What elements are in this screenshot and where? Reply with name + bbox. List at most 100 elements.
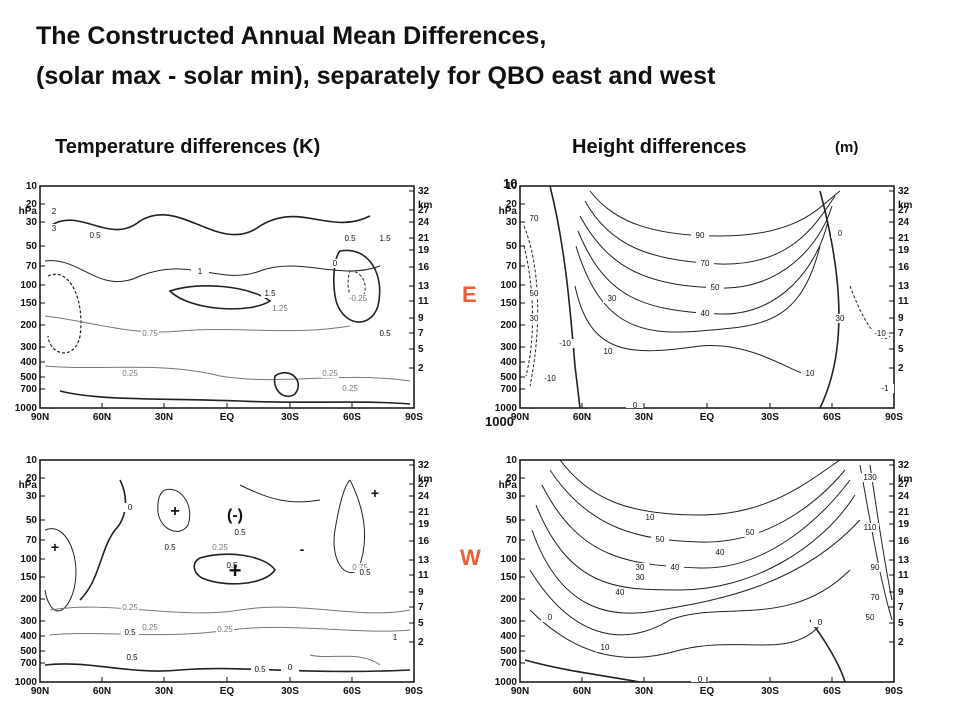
pressure-tick-label: 1000 [495, 403, 518, 414]
qbo-east-marker: E [462, 282, 477, 307]
contour-label: 0.5 [124, 628, 136, 637]
sign-marker: + [371, 485, 379, 501]
contour-label: -10 [874, 329, 886, 338]
x-tick-label: 60N [573, 412, 591, 423]
pressure-tick-label: 10 [26, 455, 38, 466]
contour-line [239, 484, 321, 503]
contour-line [819, 190, 840, 408]
contour-label: 110 [864, 523, 877, 532]
height-tick-label: 9 [418, 587, 424, 598]
contour-label: 0.75 [352, 563, 368, 572]
pressure-tick-label: 150 [20, 572, 37, 583]
height-tick-label: 24 [898, 217, 910, 228]
contour-label: 0.25 [142, 623, 158, 632]
height-unit-label: km [898, 474, 913, 485]
pressure-tick-label: 500 [20, 372, 37, 383]
height-tick-label: 7 [418, 328, 424, 339]
page-title-line-2: (solar max - solar min), separately for … [36, 62, 716, 90]
contour-label: 50 [530, 289, 539, 298]
contour-label: 0 [128, 503, 133, 512]
pressure-tick-label: 100 [500, 554, 517, 565]
contour-label: 1 [198, 267, 203, 276]
contour-label: 130 [863, 473, 877, 482]
pressure-tick-label: 500 [500, 646, 517, 657]
x-tick-label: 30N [155, 412, 173, 423]
contour-line [273, 371, 299, 398]
x-tick-label: 60N [573, 686, 591, 697]
height-tick-label: 7 [898, 328, 904, 339]
height-tick-label: 32 [418, 460, 430, 471]
contour-label: 2 [52, 207, 57, 216]
height-unit-label: km [898, 200, 913, 211]
contour-line [79, 479, 127, 601]
height-tick-label: 19 [418, 245, 430, 256]
pressure-tick-label: 100 [500, 280, 517, 291]
x-tick-label: 90S [885, 686, 903, 697]
pressure-tick-label: 50 [26, 241, 38, 252]
contour-label: 0 [548, 613, 553, 622]
contour-line [47, 273, 82, 354]
page-title-line-1: The Constructed Annual Mean Differences, [36, 22, 547, 50]
contour-group: 90 70 50 40 30 10 0 30 10 0 -10 -10 -10 70 50 30 -1 [523, 186, 894, 408]
contour-group: 10 50 40 40 30 50 40 30 0 10 0 0 130 110 90 70 50 [524, 460, 893, 682]
x-tick-label: 60N [93, 686, 111, 697]
qbo-west-marker: W [460, 545, 481, 570]
pressure-tick-label: 300 [20, 616, 37, 627]
height-tick-label: 24 [418, 491, 430, 502]
contour-line [309, 654, 381, 666]
contour-line [524, 659, 641, 682]
contour-label: 0.5 [234, 528, 246, 537]
contour-line [523, 245, 534, 377]
contour-label: 40 [701, 309, 710, 318]
height-tick-label: 2 [418, 637, 424, 648]
panel-temperature-east: 0.5 1 1.5 2 3 0.75 1.25 0 -0.25 0.25 0.5 1.5 0.5 0.25… [15, 181, 433, 423]
contour-line [531, 519, 861, 614]
pressure-tick-label: 30 [26, 491, 38, 502]
height-tick-label: 11 [418, 296, 429, 307]
height-tick-label: 13 [418, 281, 430, 292]
pressure-tick-label: 20 [506, 199, 518, 210]
panel-temperature-west: 00.50.50.250.50.250.50.750.50.250.250.50… [15, 455, 433, 697]
sign-marker: + [170, 503, 179, 520]
height-tick-label: 2 [418, 363, 424, 374]
height-tick-label: 9 [898, 313, 904, 324]
contour-label: 70 [871, 593, 880, 602]
contour-line [529, 569, 851, 636]
contour-line [859, 464, 893, 621]
x-tick-label: EQ [700, 412, 715, 423]
pressure-unit-label: hPa [499, 480, 518, 491]
pressure-tick-label: 10 [506, 455, 518, 466]
height-tick-label: 11 [898, 296, 909, 307]
x-tick-label: 90N [511, 412, 529, 423]
contour-label: 40 [671, 563, 680, 572]
contour-label: 0 [818, 618, 823, 627]
contour-line [523, 225, 539, 387]
contour-label: 0.25 [212, 543, 228, 552]
pressure-tick-label: 70 [506, 535, 518, 546]
x-tick-label: 90N [31, 412, 49, 423]
height-tick-label: 24 [418, 217, 430, 228]
x-tick-label: 60N [93, 412, 111, 423]
pressure-unit-label: hPa [19, 206, 38, 217]
x-tick-label: 90N [511, 686, 529, 697]
height-tick-label: 7 [898, 602, 904, 613]
pressure-tick-label: 20 [506, 473, 518, 484]
contour-label: 0.5 [254, 665, 266, 674]
pressure-tick-label: 100 [20, 280, 37, 291]
contour-label: 30 [636, 573, 645, 582]
contour-line [559, 460, 841, 516]
contour-label: 0.25 [122, 603, 138, 612]
pressure-tick-label: 200 [20, 594, 37, 605]
height-tick-label: 5 [418, 344, 424, 355]
contour-label: 30 [530, 314, 539, 323]
height-tick-label: 27 [418, 205, 430, 216]
height-tick-label: 11 [898, 570, 909, 581]
x-tick-label: EQ [700, 686, 715, 697]
pressure-tick-label: 200 [20, 320, 37, 331]
pressure-tick-label: 700 [20, 658, 37, 669]
pressure-tick-label: 400 [20, 631, 37, 642]
contour-label: 50 [656, 535, 665, 544]
contour-label: 0.5 [344, 234, 356, 243]
height-unit-label: km [418, 200, 433, 211]
